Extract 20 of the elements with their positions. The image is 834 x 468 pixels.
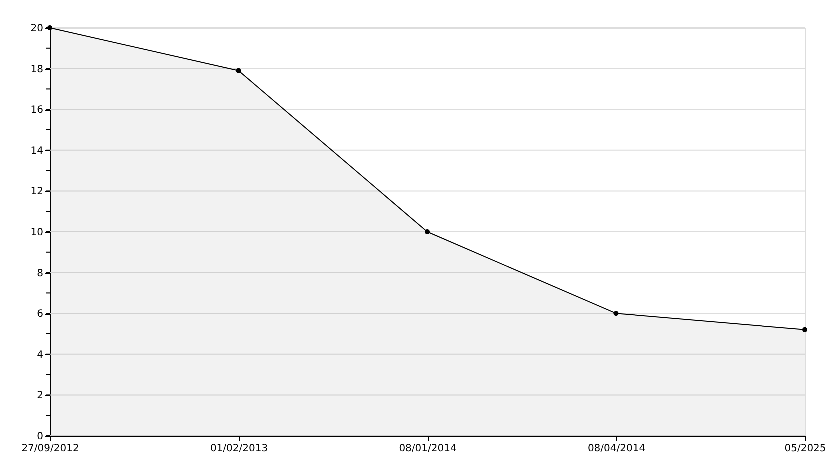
y-tick-label: 18 — [30, 64, 44, 76]
x-tick-label: 08/01/2014 — [399, 444, 457, 454]
x-tick-label: 05/2025 — [784, 444, 826, 454]
y-tick-label: 2 — [37, 390, 44, 402]
y-tick-label: 14 — [30, 146, 44, 157]
point — [614, 311, 619, 316]
point — [236, 68, 242, 74]
point — [802, 327, 808, 332]
y-tick-label: 6 — [37, 309, 44, 320]
y-tick-label: 4 — [37, 350, 44, 361]
y-tick-label: 16 — [30, 105, 44, 116]
y-tick-label: 8 — [37, 268, 44, 280]
point — [425, 230, 430, 234]
y-tick-label: 12 — [30, 186, 44, 198]
x-tick-label: 27/09/2012 — [22, 444, 80, 454]
y-tick-label: 0 — [37, 432, 44, 442]
y-tick-label: 10 — [30, 228, 44, 238]
x-tick-label: 08/04/2014 — [588, 444, 646, 454]
x-tick-label: 01/02/2013 — [210, 444, 268, 454]
y-tick-label: 20 — [30, 24, 44, 34]
